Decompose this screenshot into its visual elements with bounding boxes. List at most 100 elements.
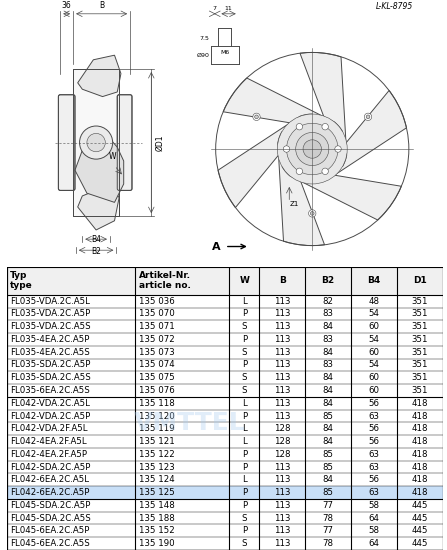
Text: Z1: Z1	[289, 201, 299, 207]
Text: B4: B4	[91, 235, 101, 244]
Text: 113: 113	[274, 322, 291, 331]
Text: P: P	[242, 360, 247, 370]
Text: 63: 63	[368, 411, 380, 421]
Text: FL035-VDA.2C.A5L: FL035-VDA.2C.A5L	[10, 296, 90, 306]
Text: 113: 113	[274, 463, 291, 471]
Text: 84: 84	[323, 399, 333, 408]
Text: 418: 418	[411, 411, 428, 421]
Text: 85: 85	[323, 450, 333, 459]
Text: 63: 63	[368, 463, 380, 471]
Text: FL045-SDA.2C.A5P: FL045-SDA.2C.A5P	[10, 501, 91, 510]
Text: 60: 60	[368, 373, 380, 382]
Text: 78: 78	[323, 514, 333, 522]
Polygon shape	[282, 167, 401, 220]
Text: FL045-6EA.2C.A5S: FL045-6EA.2C.A5S	[10, 539, 90, 548]
Text: FL035-4EA.2C.A5S: FL035-4EA.2C.A5S	[10, 348, 90, 357]
Text: 351: 351	[411, 373, 428, 382]
Text: 418: 418	[411, 463, 428, 471]
Circle shape	[310, 212, 314, 215]
Text: A: A	[212, 241, 220, 251]
Text: FL035-VDA.2C.A5S: FL035-VDA.2C.A5S	[10, 322, 91, 331]
Text: 135 036: 135 036	[139, 296, 174, 306]
Text: L: L	[242, 399, 247, 408]
Text: 84: 84	[323, 348, 333, 357]
Circle shape	[366, 115, 370, 119]
Circle shape	[296, 168, 303, 174]
Text: P: P	[242, 463, 247, 471]
Text: 418: 418	[411, 475, 428, 485]
Text: 83: 83	[323, 310, 333, 318]
Text: 135 120: 135 120	[139, 411, 174, 421]
Text: 135 075: 135 075	[139, 373, 174, 382]
Circle shape	[308, 210, 316, 217]
Text: FL035-SDA.2C.A5S: FL035-SDA.2C.A5S	[10, 373, 91, 382]
Text: 445: 445	[411, 526, 428, 535]
Text: S: S	[241, 373, 247, 382]
Text: 78: 78	[323, 539, 333, 548]
Text: FL045-6EA.2C.A5P: FL045-6EA.2C.A5P	[10, 526, 89, 535]
Text: 135 074: 135 074	[139, 360, 174, 370]
Text: M6: M6	[220, 50, 229, 55]
Text: 113: 113	[274, 501, 291, 510]
Text: FL042-SDA.2C.A5P: FL042-SDA.2C.A5P	[10, 463, 91, 471]
Text: 64: 64	[368, 514, 380, 522]
Text: 135 121: 135 121	[139, 437, 174, 446]
Bar	[7, 486, 443, 499]
Text: 48: 48	[368, 296, 380, 306]
Text: 113: 113	[274, 526, 291, 535]
Text: FL042-VDA.2F.A5L: FL042-VDA.2F.A5L	[10, 424, 88, 433]
Text: P: P	[242, 450, 247, 459]
Text: 83: 83	[323, 335, 333, 344]
Text: 56: 56	[368, 437, 380, 446]
Text: Artikel-Nr.
article no.: Artikel-Nr. article no.	[139, 271, 191, 290]
Text: S: S	[241, 322, 247, 331]
Text: B: B	[279, 276, 286, 285]
Text: 56: 56	[368, 475, 380, 485]
Text: B: B	[99, 1, 104, 10]
Text: 135 148: 135 148	[139, 501, 174, 510]
Text: FL042-6EA.2C.A5L: FL042-6EA.2C.A5L	[10, 475, 89, 485]
Circle shape	[253, 113, 260, 120]
Text: P: P	[242, 526, 247, 535]
Text: 135 122: 135 122	[139, 450, 174, 459]
Text: 351: 351	[411, 335, 428, 344]
Text: 113: 113	[274, 514, 291, 522]
Text: 7.5: 7.5	[199, 36, 209, 41]
Circle shape	[335, 146, 341, 152]
Text: 351: 351	[411, 348, 428, 357]
Text: VMTTEL: VMTTEL	[134, 410, 245, 435]
Text: P: P	[242, 501, 247, 510]
Text: L: L	[242, 475, 247, 485]
Circle shape	[80, 126, 113, 159]
Text: FL035-6EA.2C.A5S: FL035-6EA.2C.A5S	[10, 386, 90, 395]
Text: FL035-4EA.2C.A5P: FL035-4EA.2C.A5P	[10, 335, 89, 344]
Text: 113: 113	[274, 296, 291, 306]
Text: 135 188: 135 188	[139, 514, 174, 522]
Text: P: P	[242, 335, 247, 344]
Text: FL042-4EA.2F.A5L: FL042-4EA.2F.A5L	[10, 437, 87, 446]
Text: FL045-SDA.2C.A5S: FL045-SDA.2C.A5S	[10, 514, 91, 522]
Text: 351: 351	[411, 322, 428, 331]
Text: 135 072: 135 072	[139, 335, 174, 344]
Text: 84: 84	[323, 322, 333, 331]
Text: FL042-VDA.2C.A5L: FL042-VDA.2C.A5L	[10, 399, 90, 408]
Text: FL035-SDA.2C.A5P: FL035-SDA.2C.A5P	[10, 360, 91, 370]
Text: 56: 56	[368, 399, 380, 408]
Text: B2: B2	[321, 276, 335, 285]
Text: 445: 445	[411, 501, 428, 510]
Text: B4: B4	[367, 276, 380, 285]
Text: 113: 113	[274, 335, 291, 344]
Text: 84: 84	[323, 386, 333, 395]
Text: 82: 82	[323, 296, 333, 306]
Text: 113: 113	[274, 373, 291, 382]
Text: ØD1: ØD1	[156, 134, 165, 151]
Text: L: L	[242, 437, 247, 446]
Circle shape	[277, 114, 347, 184]
Polygon shape	[312, 90, 406, 184]
Text: FL042-6EA.2C.A5P: FL042-6EA.2C.A5P	[10, 488, 89, 497]
Text: 445: 445	[411, 539, 428, 548]
Polygon shape	[78, 184, 119, 230]
Circle shape	[87, 134, 105, 152]
Text: 418: 418	[411, 424, 428, 433]
Polygon shape	[223, 78, 342, 131]
